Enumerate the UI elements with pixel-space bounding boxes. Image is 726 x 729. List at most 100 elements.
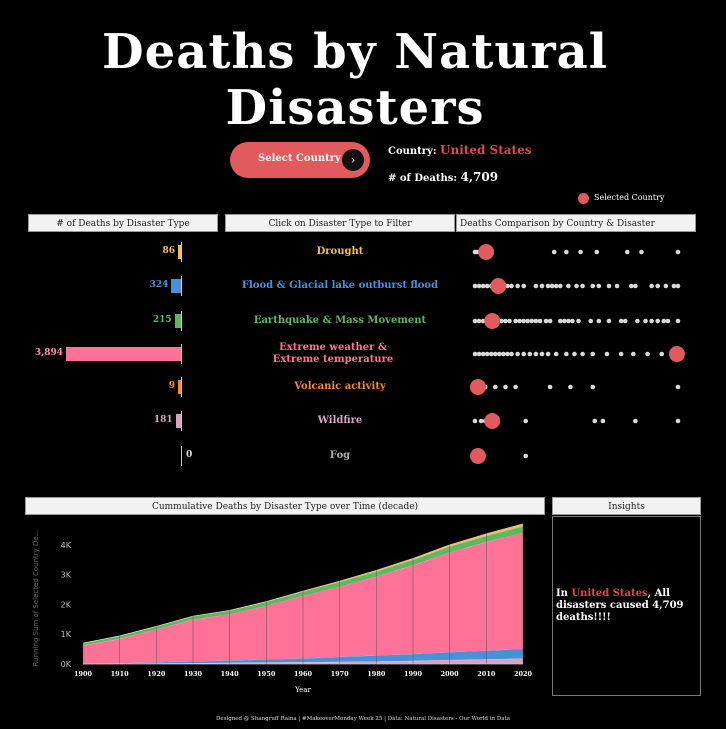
x-tick-label: 2020: [514, 670, 533, 678]
insights-text: In United States, All disasters caused 4…: [556, 588, 696, 624]
other-country-dot: [484, 351, 490, 357]
other-country-dot: [675, 318, 681, 324]
deaths-value-label: 215: [152, 315, 172, 325]
selected-country-dot[interactable]: [478, 244, 495, 260]
other-country-dot: [639, 249, 644, 255]
select-country-label: Select Country: [258, 153, 341, 164]
other-country-dot: [476, 351, 482, 357]
other-country-dot: [505, 283, 510, 289]
selected-country-dot[interactable]: [470, 448, 486, 464]
x-tick-label: 1940: [221, 670, 240, 678]
other-country-dot: [618, 318, 624, 324]
insights-country: United States: [571, 588, 648, 599]
x-tick-label: 1920: [147, 670, 166, 678]
area-panel-header: Cummulative Deaths by Disaster Type over…: [25, 497, 545, 515]
filter-panel-header: Click on Disaster Type to Filter: [225, 214, 455, 232]
other-country-dot: [671, 283, 677, 289]
country-value: United States: [440, 143, 532, 157]
other-country-dot: [509, 351, 514, 357]
selected-country-dot[interactable]: [484, 313, 501, 329]
y-tick-label: 2K: [61, 600, 72, 609]
other-country-dot: [633, 418, 638, 424]
bar-axis-line: [181, 377, 182, 397]
other-country-dot: [568, 384, 573, 390]
disaster-type-filter[interactable]: Flood & Glacial lake outburst flood: [241, 280, 439, 291]
other-country-dot: [643, 318, 648, 324]
other-country-dot: [592, 418, 598, 424]
other-country-dot: [527, 351, 533, 357]
selected-country-dot[interactable]: [490, 278, 507, 294]
other-country-dot: [590, 384, 596, 390]
deaths-bar[interactable]: [178, 245, 181, 259]
comparison-scatter: [470, 244, 685, 464]
other-country-dot: [629, 283, 634, 289]
other-country-dot: [649, 283, 654, 289]
other-country-dot: [580, 351, 585, 357]
other-country-dot: [503, 384, 508, 390]
insights-box: [552, 516, 701, 696]
deaths-value-label: 86: [162, 246, 175, 256]
other-country-dot: [665, 318, 671, 324]
footer-credits: Designed @ Shangruff Raina | #MakeoverMo…: [215, 716, 511, 722]
deaths-label: # of Deaths:: [388, 173, 458, 184]
y-tick-label: 4K: [61, 541, 72, 550]
deaths-value-label: 181: [153, 415, 173, 425]
other-country-dot: [557, 318, 563, 324]
country-info: Country: United States: [388, 143, 531, 157]
bar-axis-line: [181, 311, 182, 331]
deaths-bar[interactable]: [178, 380, 181, 394]
disaster-type-filter[interactable]: Extreme weather & Extreme temperature: [272, 342, 394, 365]
selected-country-dot[interactable]: [470, 379, 486, 395]
y-axis-label: Running Sum of Selected Country De...: [32, 530, 40, 667]
deaths-bar[interactable]: [175, 414, 181, 428]
country-label: Country:: [388, 146, 437, 157]
other-country-dot: [622, 318, 628, 324]
other-country-dot: [618, 351, 624, 357]
y-tick-label: 3K: [61, 571, 72, 580]
other-country-dot: [539, 283, 545, 289]
deaths-bar[interactable]: [66, 347, 181, 361]
disaster-type-filter[interactable]: Drought: [316, 246, 364, 257]
other-country-dot: [472, 318, 478, 324]
other-country-dot: [578, 249, 583, 255]
legend-selected-label: Selected Country: [594, 193, 665, 202]
x-tick-label: 2010: [477, 670, 496, 678]
chevron-right-icon: ›: [342, 149, 364, 171]
disaster-type-filter[interactable]: Volcanic activity: [294, 381, 386, 392]
other-country-dot: [633, 283, 638, 289]
x-tick-label: 1970: [331, 670, 350, 678]
other-country-dot: [631, 351, 636, 357]
select-country-button[interactable]: Select Country ›: [230, 142, 370, 178]
bar-axis-line: [181, 344, 182, 364]
other-country-dot: [564, 351, 569, 357]
other-country-dot: [513, 384, 518, 390]
other-country-dot: [501, 351, 506, 357]
legend-selected-swatch: [578, 193, 589, 204]
other-country-dot: [600, 418, 606, 424]
disaster-type-filter[interactable]: Wildfire: [317, 415, 363, 426]
other-country-dot: [562, 318, 567, 324]
other-country-dot: [521, 318, 527, 324]
other-country-dot: [497, 351, 502, 357]
other-country-dot: [594, 249, 600, 255]
other-country-dot: [521, 351, 527, 357]
selected-country-dot[interactable]: [484, 413, 501, 429]
selected-country-dot[interactable]: [668, 346, 685, 362]
other-country-dot: [499, 318, 504, 324]
other-country-dot: [649, 318, 654, 324]
deaths-bar[interactable]: [174, 314, 181, 328]
comparison-panel-header: Deaths Comparison by Country & Disaster: [456, 214, 696, 232]
other-country-dot: [663, 283, 669, 289]
y-tick-label: 1K: [61, 630, 72, 639]
other-country-dot: [655, 318, 660, 324]
other-country-dot: [564, 249, 569, 255]
other-country-dot: [624, 249, 630, 255]
deaths-bar[interactable]: [171, 279, 181, 293]
disaster-type-filter[interactable]: Fog: [329, 450, 351, 461]
other-country-dot: [661, 318, 667, 324]
disaster-type-filter[interactable]: Earthquake & Mass Movement: [253, 315, 427, 326]
other-country-dot: [596, 318, 602, 324]
deaths-value-label: 0: [186, 450, 193, 460]
other-country-dot: [545, 351, 551, 357]
other-country-dot: [590, 283, 596, 289]
